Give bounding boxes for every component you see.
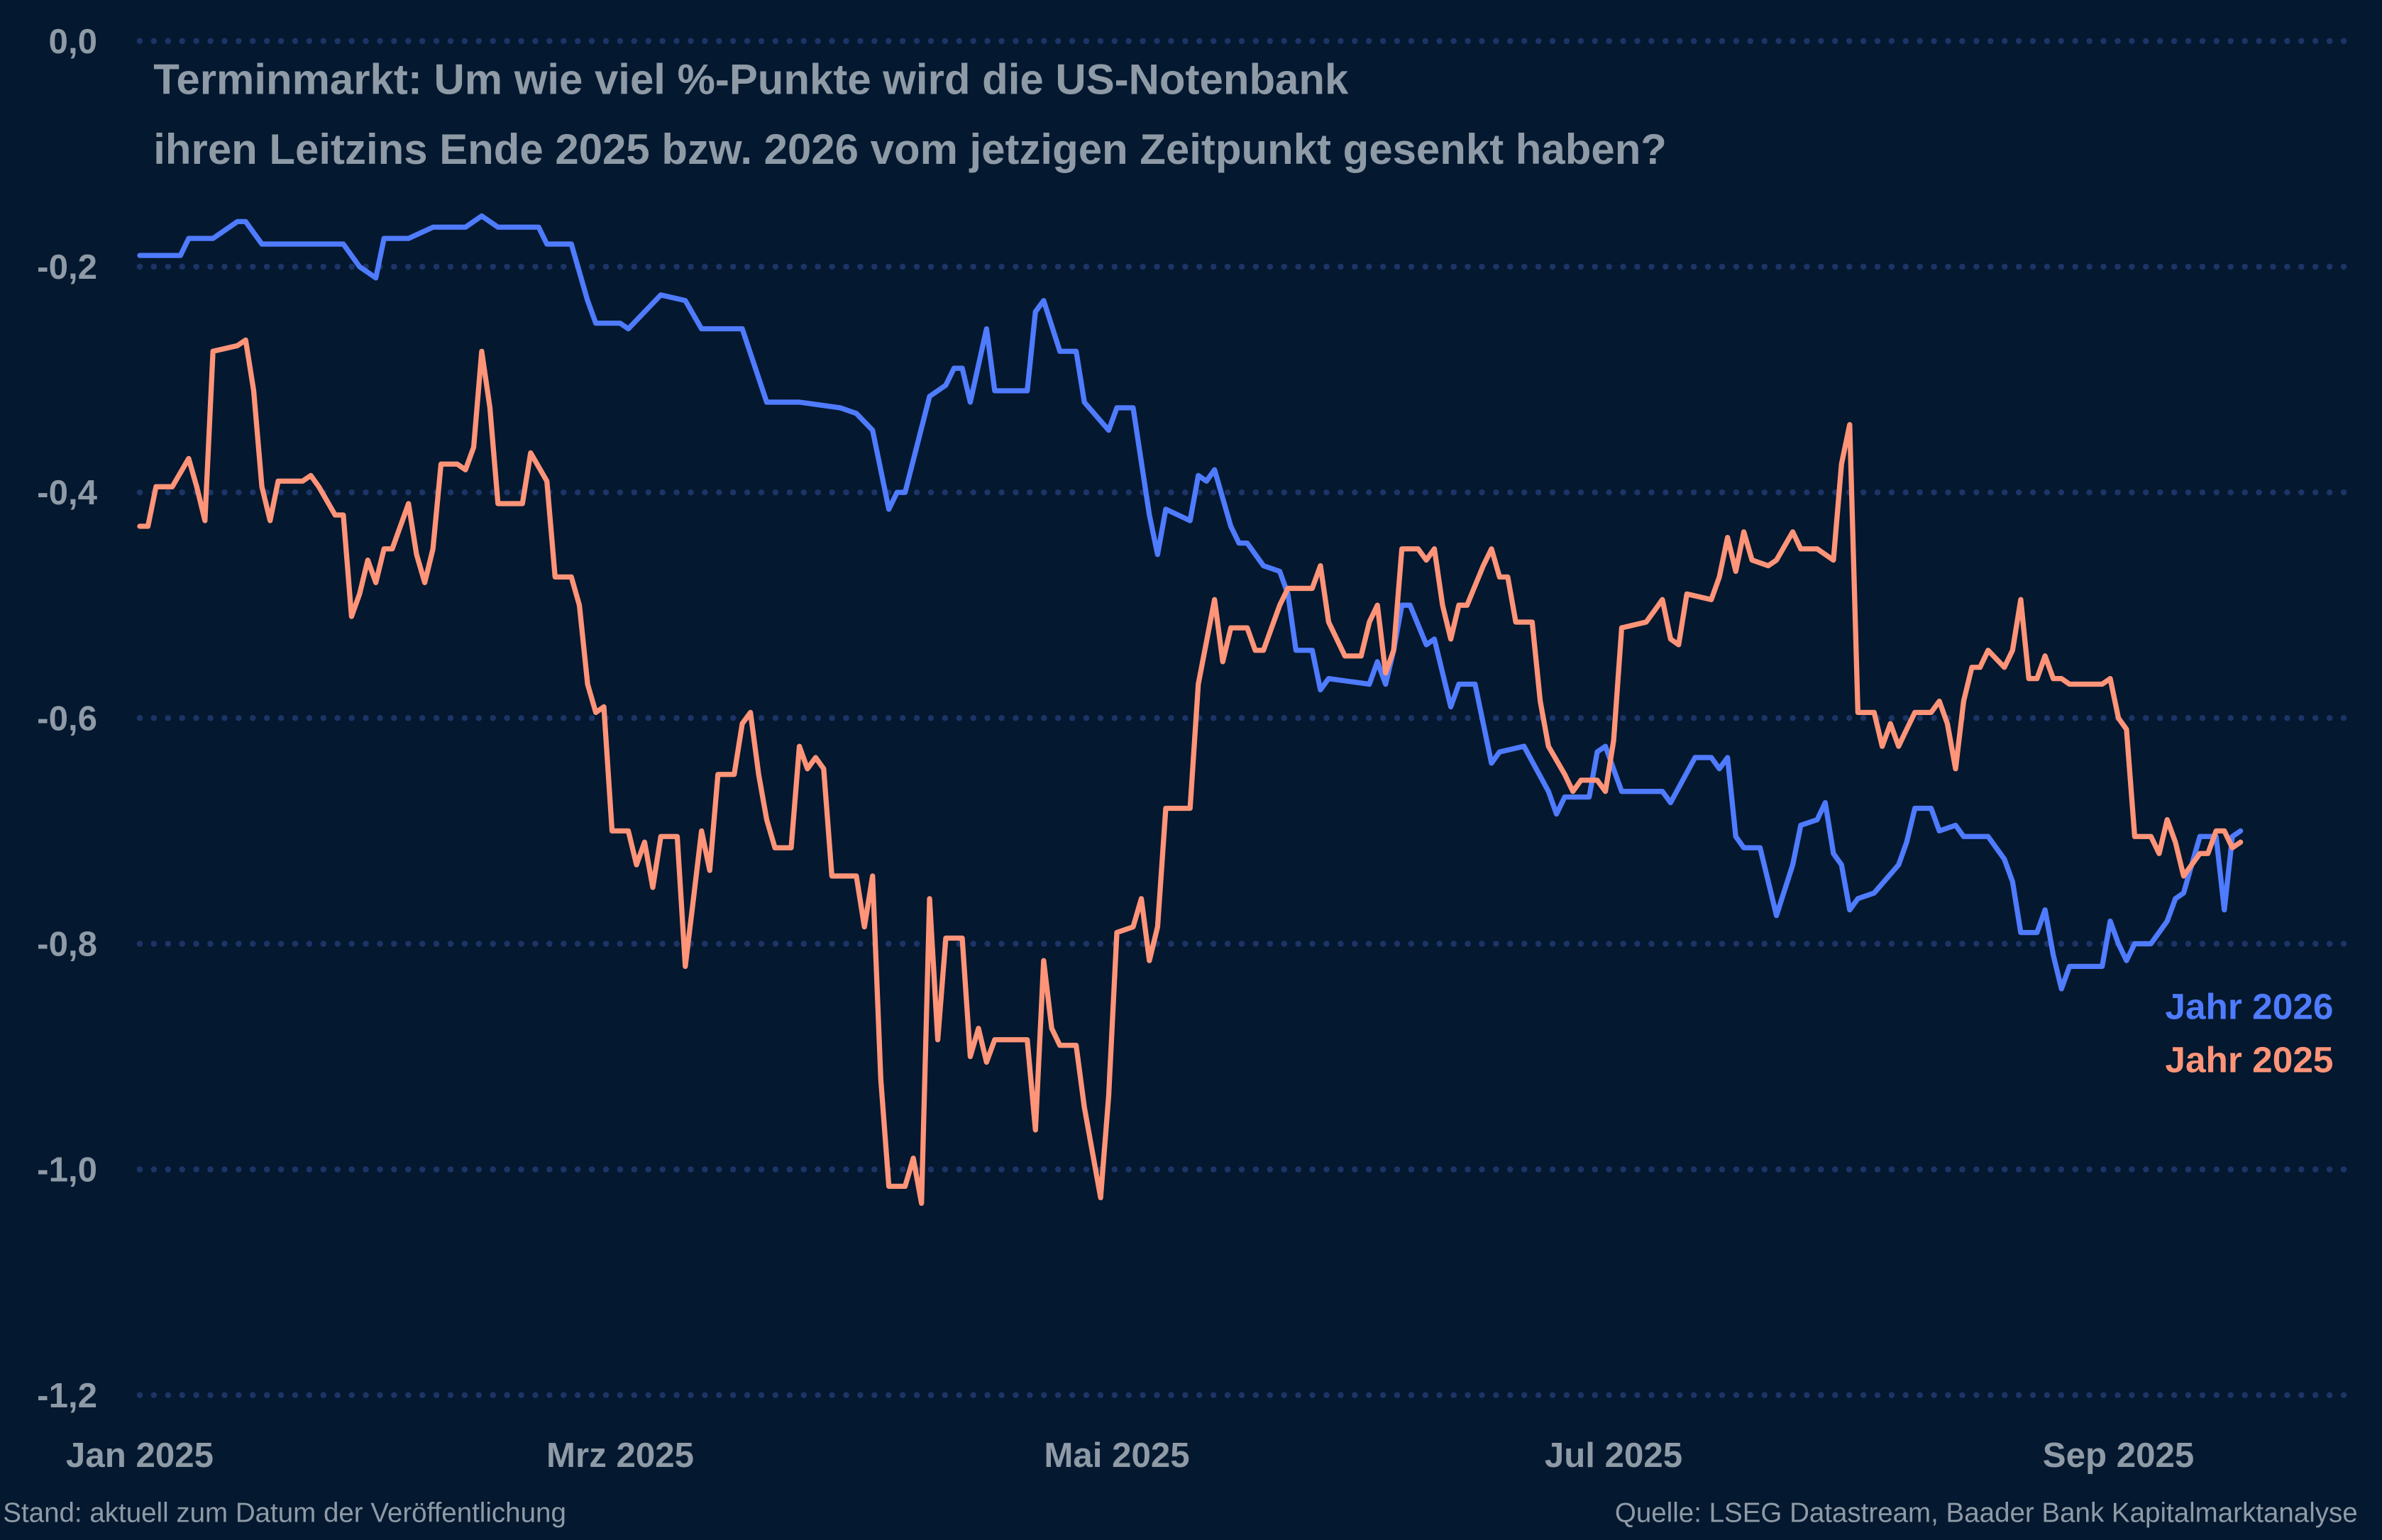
y-tick-label: -0,4 bbox=[37, 473, 97, 512]
x-axis-ticks: Jan 2025 Mrz 2025 Mai 2025 Jul 2025 Sep 2025 bbox=[66, 1436, 2194, 1475]
y-tick-label: -1,0 bbox=[37, 1151, 97, 1190]
series-lines bbox=[137, 213, 2244, 1206]
title-line-2: ihren Leitzins Ende 2025 bzw. 2026 vom j… bbox=[153, 126, 1667, 173]
footer-source: Quelle: LSEG Datastream, Baader Bank Kap… bbox=[1615, 1497, 2358, 1528]
y-tick-label: -0,6 bbox=[37, 699, 97, 738]
x-tick-label: Mrz 2025 bbox=[546, 1436, 694, 1475]
series-line-jahr-2025 bbox=[137, 337, 2244, 1206]
legend: Jahr 2026 Jahr 2025 bbox=[2165, 986, 2333, 1080]
x-tick-label: Mai 2025 bbox=[1044, 1436, 1189, 1475]
title-line-1: Terminmarkt: Um wie viel %-Punkte wird d… bbox=[153, 56, 1349, 104]
footer-stand: Stand: aktuell zum Datum der Veröffentli… bbox=[3, 1497, 566, 1528]
y-tick-label: -0,8 bbox=[37, 925, 97, 964]
y-tick-label: 0,0 bbox=[49, 22, 97, 61]
series-line-jahr-2026 bbox=[137, 213, 2244, 992]
y-tick-label: -1,2 bbox=[37, 1376, 97, 1415]
legend-jahr-2026: Jahr 2026 bbox=[2165, 986, 2333, 1027]
x-tick-label: Sep 2025 bbox=[2043, 1436, 2195, 1475]
y-tick-label: -0,2 bbox=[37, 248, 97, 287]
gridlines bbox=[136, 38, 2351, 1399]
x-tick-label: Jul 2025 bbox=[1545, 1436, 1682, 1475]
legend-jahr-2025: Jahr 2025 bbox=[2165, 1039, 2333, 1080]
x-tick-label: Jan 2025 bbox=[66, 1436, 214, 1475]
y-axis-ticks: 0,0 -0,2 -0,4 -0,6 -0,8 -1,0 -1,2 bbox=[37, 22, 97, 1415]
chart-title: Terminmarkt: Um wie viel %-Punkte wird d… bbox=[153, 56, 1667, 173]
